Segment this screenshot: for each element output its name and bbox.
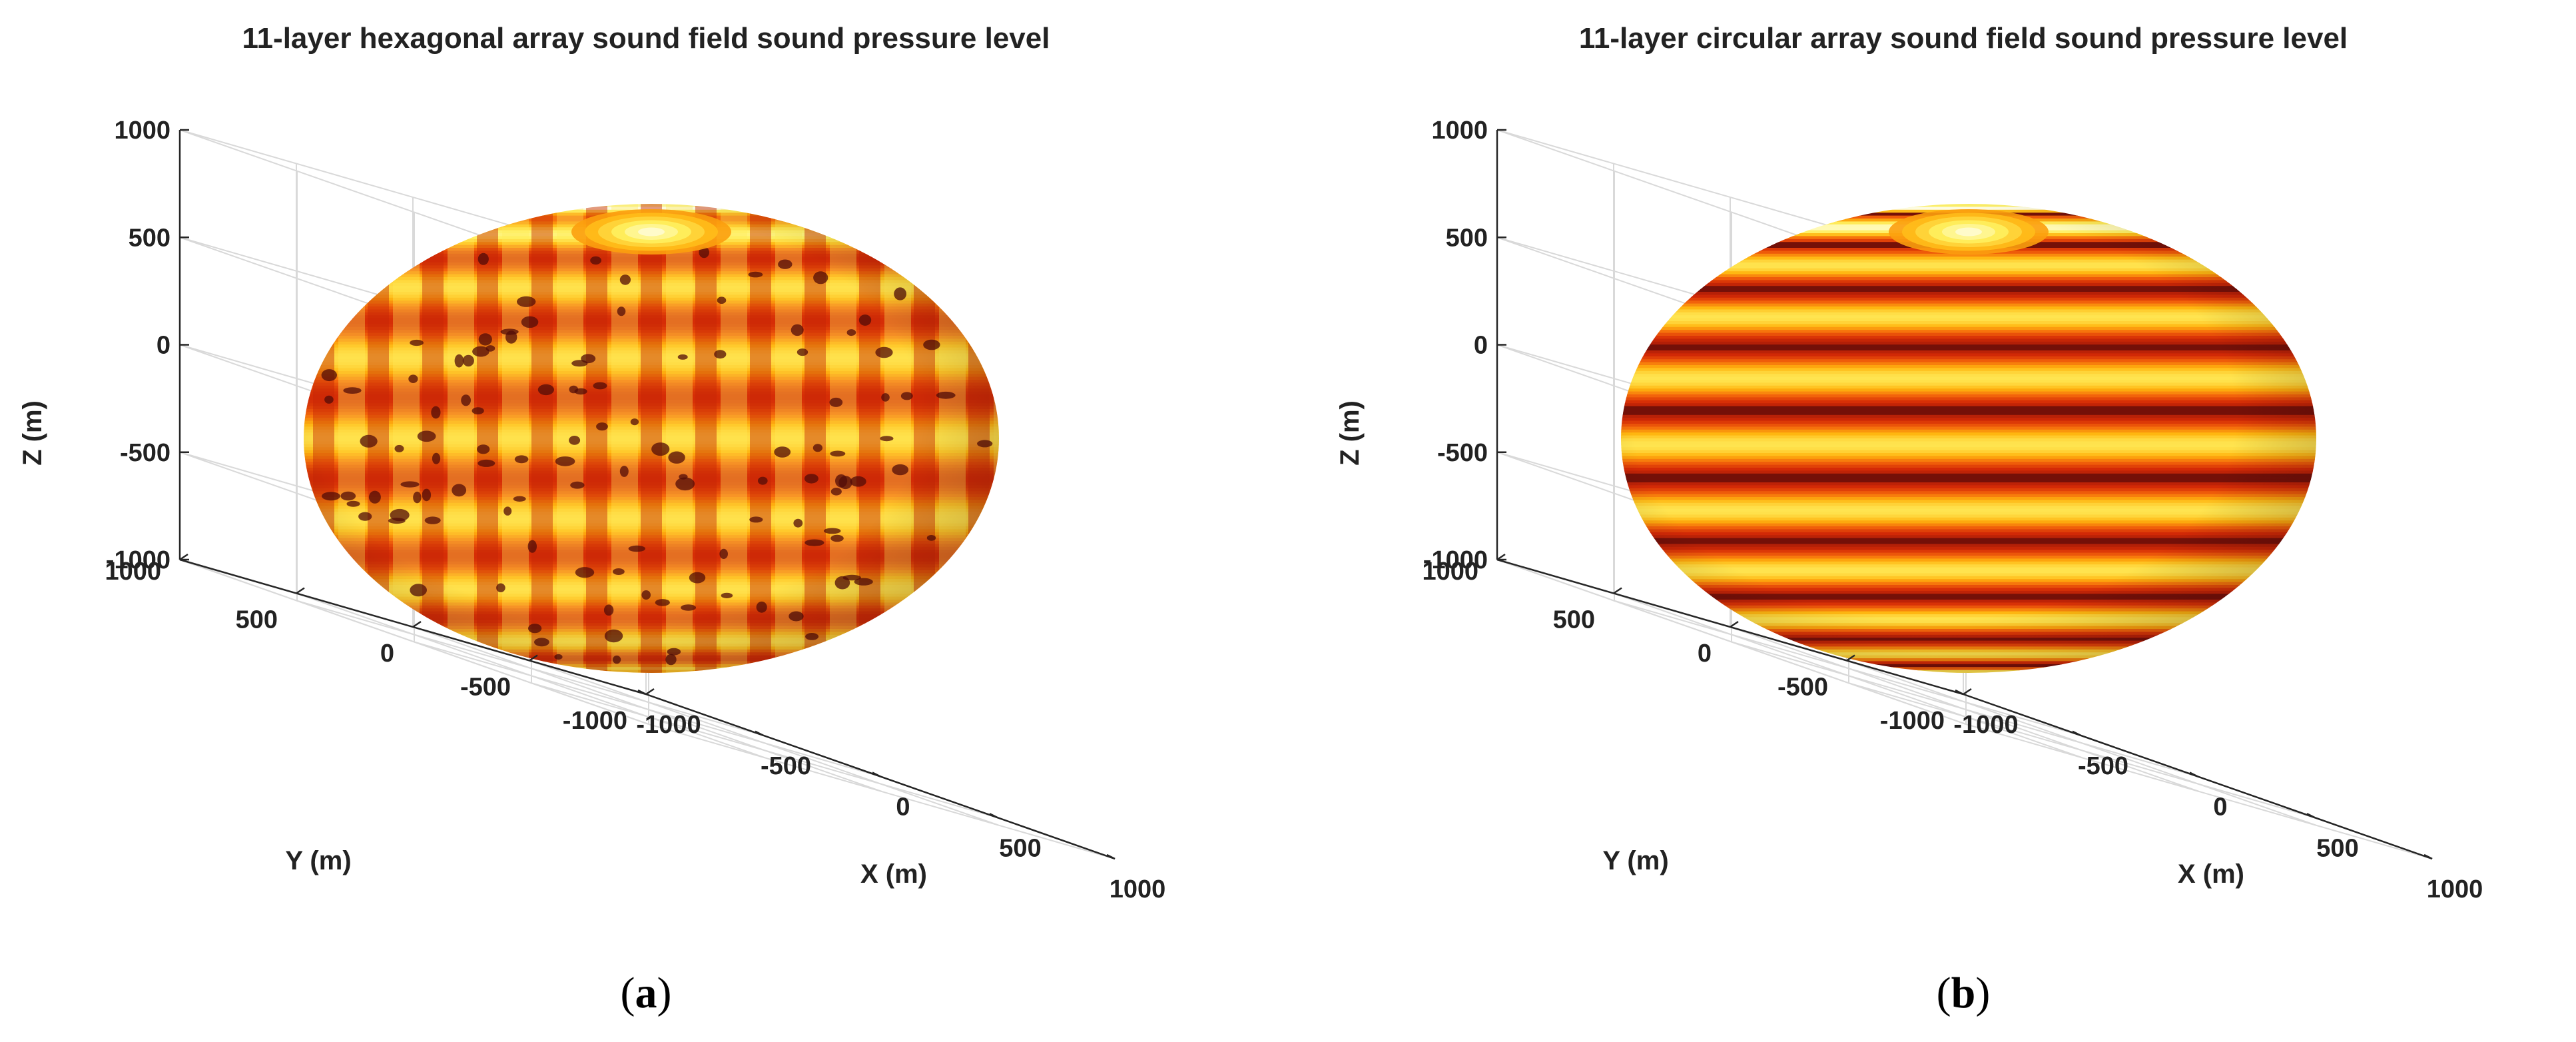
- z-tick-label: 500: [1446, 224, 1488, 252]
- z-tick-label: -1000: [1423, 546, 1488, 574]
- y-tick-label: 0: [380, 640, 394, 668]
- x-tick-label: 0: [896, 793, 910, 821]
- y-tick-label: -500: [460, 674, 511, 702]
- sphere-surface: [304, 204, 999, 673]
- y-tick-label: 500: [236, 606, 278, 634]
- x-tick: [2306, 813, 2316, 819]
- grid-line: [1496, 559, 1967, 725]
- grid-line: [1846, 660, 2316, 826]
- axes-ticks: -1000-50005001000-1000-50005001000-1000-…: [105, 117, 1165, 903]
- x-tick-label: -1000: [1953, 711, 2018, 739]
- y-tick: [179, 553, 188, 561]
- panel-b: 11-layer circular array sound field soun…: [1335, 22, 2483, 1017]
- z-tick-label: 0: [157, 332, 170, 360]
- x-axis-label: X (m): [2178, 859, 2244, 889]
- y-axis-label: Y (m): [1602, 846, 1668, 875]
- axes-ticks: -1000-50005001000-1000-50005001000-1000-…: [1422, 117, 2483, 903]
- panel-a: 11-layer hexagonal array sound field sou…: [18, 22, 1165, 1017]
- y-tick: [412, 620, 422, 628]
- y-tick-label: -1000: [1880, 707, 1945, 735]
- x-tick: [989, 813, 998, 819]
- z-axis-label: Z (m): [1335, 400, 1365, 466]
- y-tick: [1613, 587, 1622, 594]
- x-tick-label: 0: [2213, 793, 2227, 821]
- surface-body: [304, 204, 999, 673]
- chart-title: 11-layer circular array sound field soun…: [1579, 22, 2348, 55]
- panel-caption-letter: a: [635, 969, 657, 1017]
- grid-line: [529, 660, 999, 826]
- y-tick: [1963, 688, 1972, 696]
- y-tick-label: -1000: [563, 707, 627, 735]
- y-tick: [296, 587, 305, 594]
- x-tick: [2423, 853, 2433, 860]
- x-axis-label: X (m): [860, 859, 927, 889]
- surface-body: [1621, 204, 2316, 673]
- z-tick-label: -1000: [106, 546, 170, 574]
- x-tick-label: 1000: [1110, 875, 1166, 903]
- z-axis-label: Z (m): [18, 400, 47, 466]
- y-axis-label: Y (m): [285, 846, 351, 875]
- x-tick-label: -500: [2078, 752, 2128, 780]
- sphere-surface: [1621, 204, 2316, 673]
- x-tick: [872, 772, 881, 778]
- x-tick-label: 500: [999, 834, 1041, 862]
- x-tick: [2072, 730, 2081, 736]
- x-tick: [755, 730, 764, 736]
- x-tick: [1106, 853, 1116, 860]
- y-tick: [1496, 553, 1506, 561]
- y-tick: [529, 654, 538, 662]
- x-tick-label: 500: [2316, 834, 2358, 862]
- z-tick-label: -500: [120, 439, 170, 467]
- y-tick-label: 1000: [105, 558, 161, 586]
- surface-shading: [304, 204, 999, 673]
- y-tick-label: 1000: [1422, 558, 1478, 586]
- x-tick: [637, 689, 647, 696]
- z-tick-label: -500: [1437, 439, 1488, 467]
- surface-shading: [1621, 204, 2316, 673]
- grid-line: [179, 559, 649, 725]
- z-tick-label: 0: [1474, 332, 1488, 360]
- x-tick-label: -500: [761, 752, 811, 780]
- chart-title: 11-layer hexagonal array sound field sou…: [242, 22, 1050, 55]
- panel-caption: (b): [1937, 969, 1991, 1017]
- x-tick: [1955, 689, 1964, 696]
- panel-caption-letter: b: [1951, 969, 1976, 1017]
- z-tick-label: 1000: [114, 117, 170, 145]
- y-tick: [1846, 654, 1855, 662]
- y-tick: [645, 688, 655, 696]
- y-tick: [1730, 620, 1739, 628]
- grid-line: [1730, 626, 2200, 792]
- y-tick-label: -500: [1777, 674, 1828, 702]
- x-tick-label: 1000: [2427, 875, 2483, 903]
- x-tick: [2189, 772, 2198, 778]
- z-tick-label: 500: [129, 224, 170, 252]
- z-tick-label: 1000: [1431, 117, 1488, 145]
- panel-caption: (a): [621, 969, 672, 1017]
- grid-line: [412, 626, 882, 792]
- y-tick-label: 0: [1698, 640, 1712, 668]
- y-tick-label: 500: [1553, 606, 1595, 634]
- x-tick-label: -1000: [636, 711, 701, 739]
